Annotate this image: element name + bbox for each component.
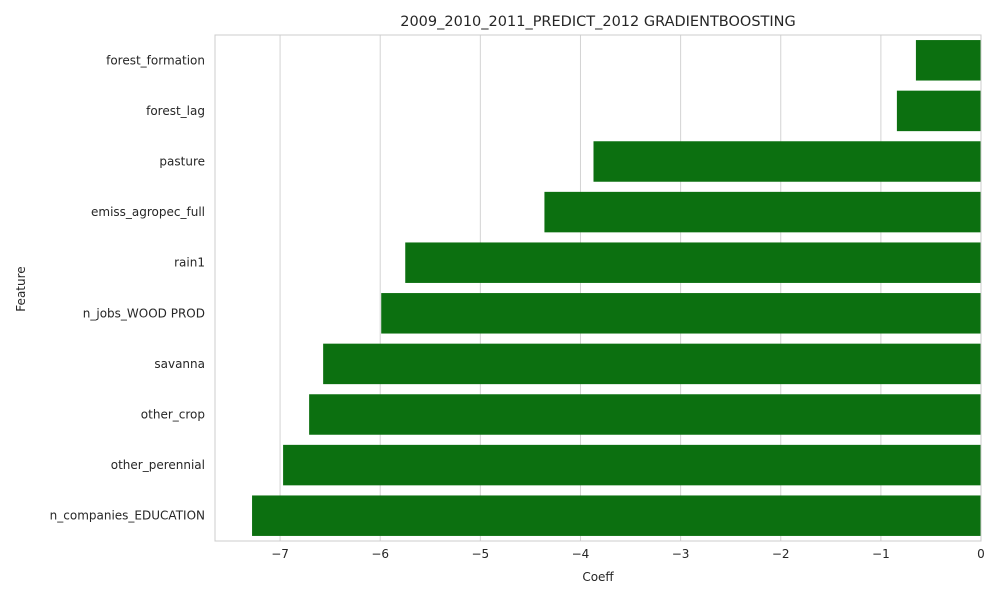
bar: [309, 394, 981, 435]
bar: [915, 40, 981, 81]
bar: [405, 242, 981, 283]
x-tick-label: 0: [977, 547, 985, 561]
x-tick-label: −1: [872, 547, 890, 561]
y-tick-label: pasture: [159, 155, 205, 169]
y-tick-label: n_companies_EDUCATION: [50, 509, 205, 523]
grid-lines: [279, 35, 982, 541]
x-tick-label: −6: [371, 547, 389, 561]
y-tick-label: forest_formation: [106, 53, 205, 67]
y-tick-label: other_perennial: [111, 458, 205, 472]
bar: [252, 495, 982, 536]
y-axis-label: Feature: [14, 266, 28, 311]
bar: [381, 293, 981, 334]
y-tick-label: n_jobs_WOOD PROD: [83, 306, 205, 320]
bar: [896, 90, 981, 132]
bar: [593, 141, 981, 182]
x-tick-label: −5: [471, 547, 489, 561]
y-tick-label: forest_lag: [146, 104, 205, 118]
y-tick-label: other_crop: [141, 408, 205, 422]
x-axis-label: Coeff: [582, 570, 614, 584]
bar: [544, 191, 981, 233]
x-tick-label: −3: [672, 547, 690, 561]
x-tick-label: −2: [772, 547, 790, 561]
x-tick-labels: −7 −6 −5 −4 −3 −2 −1 0: [271, 547, 985, 561]
y-tick-label: savanna: [154, 357, 205, 371]
bar: [283, 444, 982, 486]
chart-title: 2009_2010_2011_PREDICT_2012 GRADIENTBOOS…: [400, 14, 796, 30]
y-tick-label: rain1: [174, 256, 205, 270]
y-tick-label: emiss_agropec_full: [91, 205, 205, 219]
x-tick-label: −4: [572, 547, 590, 561]
plot-frame: [214, 34, 982, 542]
bar: [323, 343, 981, 385]
bars: [252, 40, 982, 536]
x-tick-label: −7: [271, 547, 289, 561]
